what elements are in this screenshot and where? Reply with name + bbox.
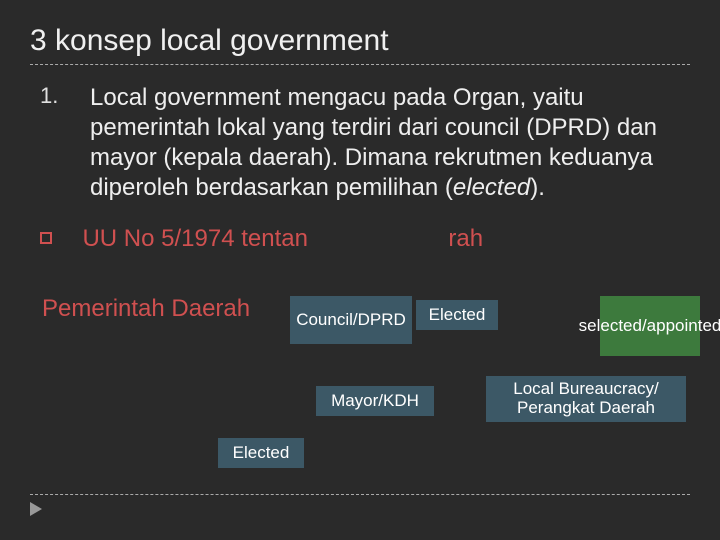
uu-text-post: rah <box>448 225 483 252</box>
uu-text-pre: UU No 5/1974 tentan <box>82 225 307 252</box>
selected-appointed-box: selected/appointed <box>600 296 700 356</box>
point1-text: Local government mengacu pada Organ, yai… <box>90 83 690 203</box>
list-item-1: 1. Local government mengacu pada Organ, … <box>30 83 690 203</box>
point1-pre: Local government mengacu pada Organ, yai… <box>90 84 657 201</box>
slide-title: 3 konsep local government <box>30 24 690 58</box>
council-box: Council/DPRD <box>290 296 412 344</box>
point1-post: ). <box>530 174 545 201</box>
mayor-box: Mayor/KDH <box>316 386 434 416</box>
arrow-right-icon <box>30 502 42 516</box>
list-item-2: UU No 5/1974 tentan rah <box>40 225 700 253</box>
title-divider <box>30 64 690 65</box>
square-bullet-icon <box>40 232 52 244</box>
list-number: 1. <box>40 83 90 203</box>
local-bureaucracy-box: Local Bureaucracy/ Perangkat Daerah <box>486 376 686 422</box>
point1-italic: elected <box>453 174 530 201</box>
slide: 3 konsep local government 1. Local gover… <box>0 0 720 540</box>
elected-box-1: Elected <box>416 300 498 330</box>
footer-divider <box>30 494 690 495</box>
elected-box-2: Elected <box>218 438 304 468</box>
